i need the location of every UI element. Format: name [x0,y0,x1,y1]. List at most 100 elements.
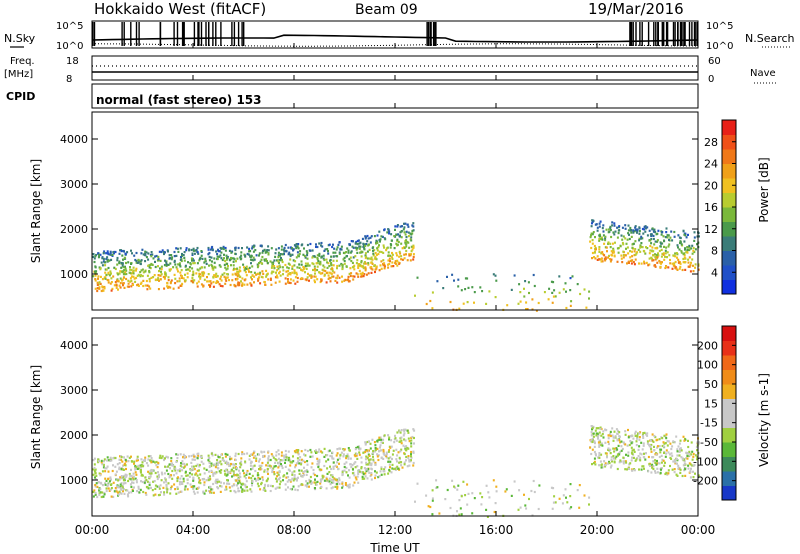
heatmap-cell [236,480,239,484]
heatmap-cell [367,272,370,275]
heatmap-cell [215,250,218,253]
heatmap-cell [637,455,640,458]
heatmap-cell [122,464,124,467]
heatmap-cell [662,459,665,462]
heatmap-cell [585,306,588,309]
heatmap-cell [696,458,698,461]
heatmap-cell [634,225,637,228]
freq-tick-high: 18 [66,56,79,67]
heatmap-cell [217,248,219,251]
heatmap-cell [598,250,601,253]
heatmap-cell [345,466,348,470]
heatmap-cell [609,227,612,230]
heatmap-cell [625,247,627,250]
heatmap-cell [600,466,603,469]
heatmap-cell [284,263,287,267]
heatmap-cell [305,469,308,472]
heatmap-cell [348,243,351,246]
heatmap-cell [94,491,97,495]
heatmap-cell [208,456,211,459]
heatmap-cell [297,254,300,257]
heatmap-cell [219,484,222,488]
heatmap-cell [303,247,305,250]
nsky-bar [243,22,245,46]
heatmap-cell [642,232,645,235]
heatmap-cell [263,259,266,262]
heatmap-cell [274,465,277,468]
heatmap-cell [120,467,123,471]
heatmap-cell [346,453,349,456]
heatmap-cell [119,249,121,252]
heatmap-cell [605,246,608,249]
heatmap-cell [347,251,350,254]
heatmap-cell [532,479,535,483]
heatmap-cell [107,459,110,462]
heatmap-cell [359,272,362,275]
heatmap-cell [664,255,666,258]
heatmap-cell [694,454,697,457]
heatmap-cell [692,452,695,456]
nsky-bar [220,22,222,46]
heatmap-cell [317,465,320,469]
heatmap-cell [191,281,194,284]
heatmap-cell [145,251,148,254]
heatmap-cell [616,439,619,442]
heatmap-cell [199,273,201,276]
heatmap-cell [173,273,176,276]
heatmap-cell [495,279,498,282]
heatmap-cell [314,272,316,275]
heatmap-cell [624,433,627,436]
heatmap-cell [659,265,662,268]
heatmap-cell [513,480,516,483]
heatmap-cell [199,479,201,482]
heatmap-cell [244,477,247,480]
heatmap-cell [638,445,641,448]
heatmap-cell [632,261,635,264]
heatmap-cell [405,239,408,242]
heatmap-cell [609,228,612,232]
heatmap-cell [526,308,529,311]
heatmap-cell [564,282,567,285]
heatmap-cell [664,442,667,445]
heatmap-cell [363,273,366,276]
heatmap-cell [354,242,357,245]
heatmap-cell [116,486,119,489]
heatmap-cell [329,277,332,280]
heatmap-cell [651,463,654,466]
heatmap-cell [192,479,195,482]
heatmap-cell [281,258,283,261]
heatmap-cell [360,275,363,278]
heatmap-cell [654,453,657,456]
heatmap-cell [653,228,656,232]
heatmap-cell [252,465,255,468]
heatmap-cell [162,275,165,279]
heatmap-cell [298,458,301,462]
heatmap-cell [245,267,248,270]
heatmap-cell [155,460,158,464]
heatmap-cell [684,268,687,271]
heatmap-cell [631,243,634,246]
heatmap-cell [365,463,368,466]
heatmap-cell [599,443,602,447]
heatmap-cell [362,471,365,474]
heatmap-cell [591,239,594,242]
heatmap-cell [408,440,411,443]
heatmap-cell [110,277,113,280]
heatmap-cell [451,479,454,482]
heatmap-cell [106,256,109,259]
heatmap-cell [222,247,225,251]
heatmap-cell [367,244,370,247]
nsky-bar [688,22,691,46]
heatmap-cell [174,467,177,470]
heatmap-cell [234,248,237,252]
heatmap-cell [352,468,354,471]
heatmap-cell [306,485,309,488]
heatmap-cell [640,468,643,471]
heatmap-cell [133,486,135,489]
heatmap-cell [590,452,593,456]
heatmap-cell [323,447,326,450]
heatmap-cell [298,263,301,266]
heatmap-cell [139,488,142,491]
heatmap-cell [224,249,227,252]
